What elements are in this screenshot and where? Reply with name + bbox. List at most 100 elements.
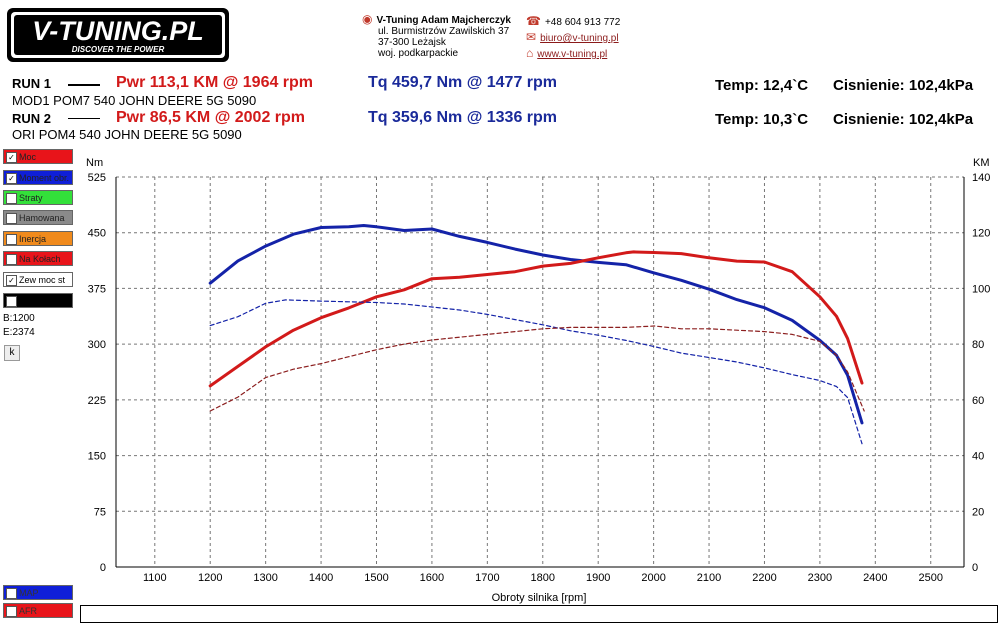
contact-block: ☎ +48 604 913 772 ✉ biuro@v-tuning.pl ⌂ www…: [526, 14, 620, 62]
logo-text: V-TUNING.PL: [32, 16, 204, 46]
legend-item-1[interactable]: ✓ Moc: [3, 149, 73, 164]
x-tick-label: 2000: [641, 572, 665, 584]
run2-torque: Tq 359,6 Nm @ 1336 rpm: [368, 109, 558, 126]
legend-item-7[interactable]: ✓ Zew moc st: [3, 272, 73, 287]
phone-icon: ☎: [526, 14, 541, 28]
legend-checkbox[interactable]: [6, 588, 17, 599]
legend-checkbox[interactable]: [6, 193, 17, 204]
run1-power: Pwr 113,1 KM @ 1964 rpm: [116, 74, 314, 91]
legend-label: Hamowana: [19, 213, 65, 223]
address-line-1: ul. Burmistrzów Zawilskich 37: [378, 26, 510, 37]
legend-label: Moc: [19, 152, 37, 162]
run2-label: RUN 2: [12, 111, 52, 126]
legend-item-3[interactable]: Straty: [3, 190, 73, 205]
series-run1-power-line: [208, 250, 864, 388]
email-icon: ✉: [526, 30, 537, 44]
legend-label: Zew moc st: [19, 275, 66, 285]
email-link[interactable]: biuro@v-tuning.pl: [540, 33, 619, 44]
run2-description: ORI POM4 540 JOHN DEERE 5G 5090: [12, 127, 242, 142]
legend-label: Inercja: [19, 234, 47, 244]
run1-temp: Temp: 12,4`C: [715, 77, 809, 94]
chart-curves: [208, 224, 865, 445]
run2-power: Pwr 86,5 KM @ 2002 rpm: [116, 109, 306, 126]
legend-checkbox[interactable]: [6, 234, 17, 245]
address-line-2: 37-300 Leżajsk: [378, 37, 446, 48]
y-right-tick-label: 40: [972, 451, 984, 463]
legend-checkbox[interactable]: [6, 213, 17, 224]
run2-pressure: Cisnienie: 102,4kPa: [833, 111, 974, 128]
run2-temp: Temp: 10,3`C: [715, 111, 809, 128]
x-tick-label: 1500: [364, 572, 388, 584]
bottom-status-bar: [80, 605, 998, 623]
chart-ticks: 1100 1200 1300 1400 1500 1600 1700 1800 1900 2000…: [88, 172, 991, 584]
y-left-tick-label: 225: [88, 395, 106, 407]
chart-axes: [115, 177, 965, 568]
run1-line-sample: [68, 84, 100, 86]
legend-item-2[interactable]: ✓ Moment obr.: [3, 170, 73, 185]
e-value: E:2374: [3, 327, 35, 338]
x-tick-label: 1300: [253, 572, 277, 584]
run1-description: MOD1 POM7 540 JOHN DEERE 5G 5090: [12, 93, 257, 108]
y-right-tick-label: 20: [972, 506, 984, 518]
company-name: V-Tuning Adam Majcherczyk: [376, 15, 511, 26]
legend-item-8[interactable]: [3, 293, 73, 308]
dyno-chart: 1100 1200 1300 1400 1500 1600 1700 1800 1900 2000…: [86, 157, 991, 604]
x-tick-label: 1200: [198, 572, 222, 584]
v-tuning-logo: V-TUNING.PL DISCOVER THE POWER: [7, 8, 229, 62]
y-left-tick-label: 150: [88, 451, 106, 463]
series-run1-torque-line: [208, 224, 864, 425]
chart-grid: [116, 176, 964, 567]
legend-checkbox[interactable]: ✓: [6, 152, 17, 163]
x-tick-label: 1400: [309, 572, 333, 584]
legend-bottom-item-1[interactable]: MAP: [3, 585, 73, 600]
x-tick-label: 2200: [752, 572, 776, 584]
k-button[interactable]: k: [4, 345, 20, 361]
y-axis-right-label: KM: [973, 157, 990, 169]
x-tick-label: 2300: [808, 572, 832, 584]
x-tick-label: 2500: [919, 572, 943, 584]
x-tick-label: 1700: [475, 572, 499, 584]
company-block: ◉ V-Tuning Adam Majcherczyk ul. Burmistrz…: [362, 12, 511, 59]
y-left-tick-label: 525: [88, 172, 106, 184]
location-pin-icon: ◉: [362, 12, 373, 26]
run1-torque: Tq 459,7 Nm @ 1477 rpm: [368, 74, 558, 91]
y-right-tick-label: 100: [972, 283, 990, 295]
x-tick-label: 1800: [531, 572, 555, 584]
y-left-tick-label: 450: [88, 228, 106, 240]
legend-bottom-item-2[interactable]: AFR: [3, 603, 73, 618]
x-tick-label: 1600: [420, 572, 444, 584]
y-right-tick-label: 80: [972, 339, 984, 351]
y-right-tick-label: 60: [972, 395, 984, 407]
legend-checkbox[interactable]: [6, 296, 17, 307]
legend-item-6[interactable]: Na Kołach: [3, 251, 73, 266]
legend-item-5[interactable]: Inercja: [3, 231, 73, 246]
phone-number: +48 604 913 772: [544, 17, 621, 28]
x-tick-label: 1900: [586, 572, 610, 584]
logo-tagline: DISCOVER THE POWER: [72, 45, 165, 54]
home-icon: ⌂: [526, 46, 534, 60]
run1-label: RUN 1: [12, 76, 52, 91]
legend-checkbox[interactable]: ✓: [6, 173, 17, 184]
legend-checkbox[interactable]: [6, 606, 17, 617]
x-tick-label: 2400: [863, 572, 887, 584]
b-value: B:1200: [3, 313, 35, 324]
y-left-tick-label: 375: [88, 283, 106, 295]
series-run2-power-line: [209, 325, 865, 412]
y-left-tick-label: 75: [94, 506, 106, 518]
x-axis-label: Obroty silnika [rpm]: [492, 592, 587, 604]
x-tick-label: 1100: [143, 572, 167, 584]
legend-label: AFR: [19, 606, 37, 616]
y-left-tick-label: 300: [88, 339, 106, 351]
legend-label: Na Kołach: [19, 254, 61, 264]
y-right-tick-label: 120: [972, 228, 990, 240]
x-tick-label: 2100: [697, 572, 721, 584]
run2-line-sample: [68, 118, 100, 119]
legend-label: Moment obr.: [19, 173, 70, 183]
legend-label: Straty: [19, 193, 43, 203]
legend-label: MAP: [19, 588, 39, 598]
legend-item-4[interactable]: Hamowana: [3, 210, 73, 225]
legend-checkbox[interactable]: ✓: [6, 275, 17, 286]
legend-checkbox[interactable]: [6, 254, 17, 265]
y-left-tick-label: 0: [100, 562, 106, 574]
website-link[interactable]: www.v-tuning.pl: [537, 49, 608, 60]
